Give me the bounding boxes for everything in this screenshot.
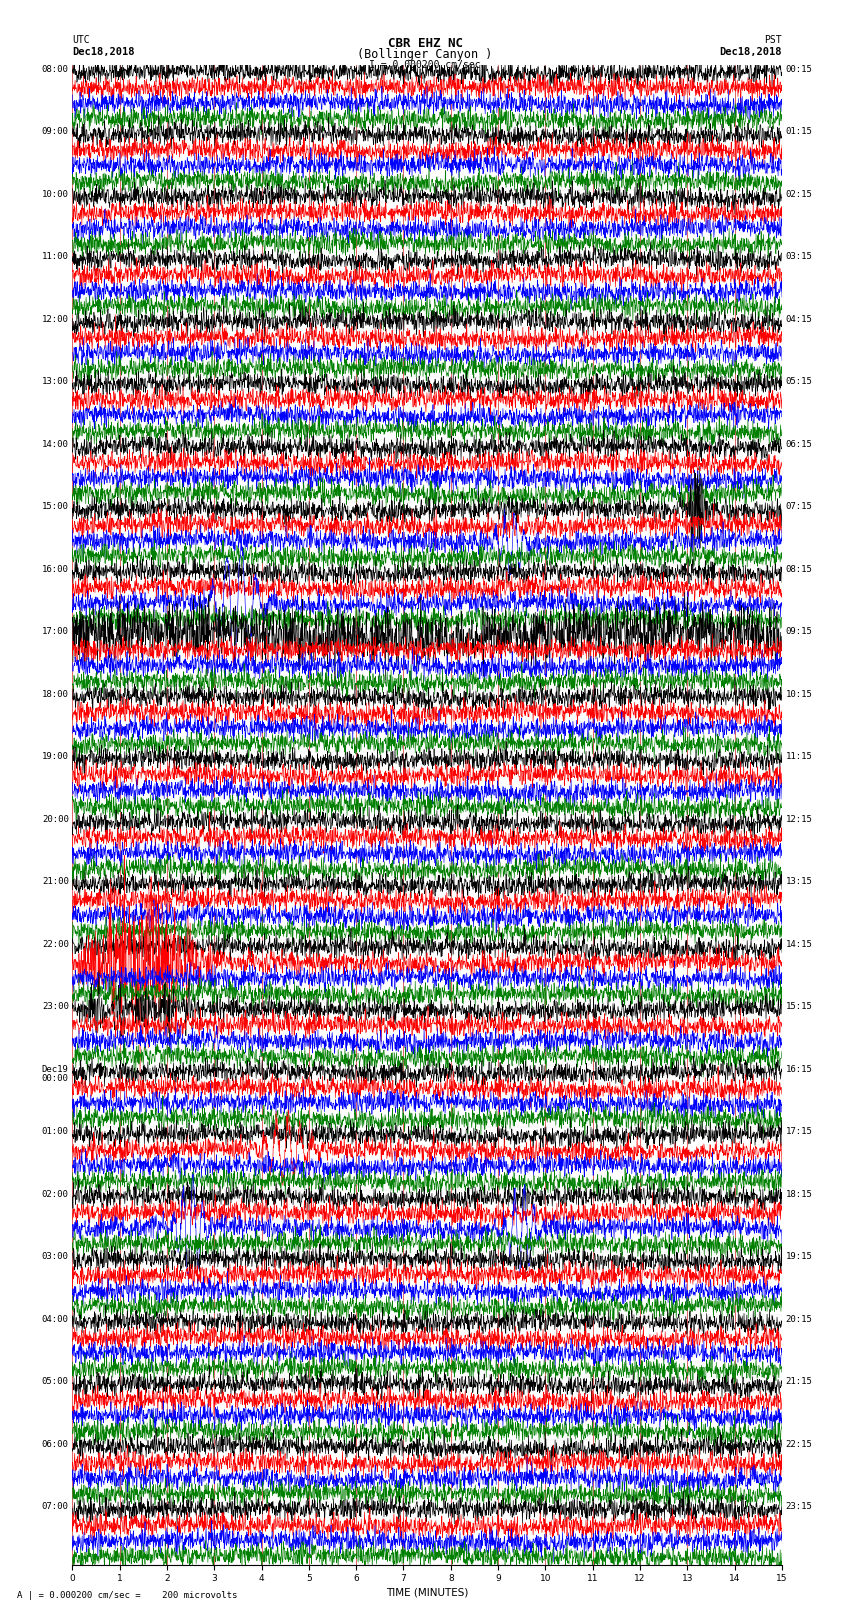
Text: CBR EHZ NC: CBR EHZ NC (388, 37, 462, 50)
Text: 05:00: 05:00 (42, 1378, 69, 1386)
Text: Dec19
00:00: Dec19 00:00 (42, 1065, 69, 1084)
Text: 23:00: 23:00 (42, 1002, 69, 1011)
Text: 11:15: 11:15 (785, 752, 813, 761)
Text: 18:00: 18:00 (42, 690, 69, 698)
Text: 20:00: 20:00 (42, 815, 69, 824)
Text: 16:00: 16:00 (42, 565, 69, 574)
Text: 12:15: 12:15 (785, 815, 813, 824)
Text: 09:00: 09:00 (42, 127, 69, 135)
X-axis label: TIME (MINUTES): TIME (MINUTES) (386, 1587, 468, 1597)
Text: 17:15: 17:15 (785, 1127, 813, 1136)
Text: 07:00: 07:00 (42, 1502, 69, 1511)
Text: 08:15: 08:15 (785, 565, 813, 574)
Text: 09:15: 09:15 (785, 627, 813, 636)
Text: 03:00: 03:00 (42, 1252, 69, 1261)
Text: 10:15: 10:15 (785, 690, 813, 698)
Text: UTC: UTC (72, 35, 90, 45)
Text: 02:15: 02:15 (785, 189, 813, 198)
Text: 15:00: 15:00 (42, 502, 69, 511)
Text: 14:15: 14:15 (785, 939, 813, 948)
Text: 00:15: 00:15 (785, 65, 813, 74)
Text: 12:00: 12:00 (42, 315, 69, 324)
Text: 17:00: 17:00 (42, 627, 69, 636)
Text: 22:00: 22:00 (42, 939, 69, 948)
Text: (Bollinger Canyon ): (Bollinger Canyon ) (357, 48, 493, 61)
Text: 03:15: 03:15 (785, 252, 813, 261)
Text: 18:15: 18:15 (785, 1190, 813, 1198)
Text: 01:00: 01:00 (42, 1127, 69, 1136)
Text: 08:00: 08:00 (42, 65, 69, 74)
Text: 16:15: 16:15 (785, 1065, 813, 1074)
Text: 22:15: 22:15 (785, 1439, 813, 1448)
Text: 13:15: 13:15 (785, 877, 813, 886)
Text: 02:00: 02:00 (42, 1190, 69, 1198)
Text: 10:00: 10:00 (42, 189, 69, 198)
Text: 13:00: 13:00 (42, 377, 69, 386)
Text: 21:15: 21:15 (785, 1378, 813, 1386)
Text: 01:15: 01:15 (785, 127, 813, 135)
Text: 15:15: 15:15 (785, 1002, 813, 1011)
Text: 14:00: 14:00 (42, 440, 69, 448)
Text: Dec18,2018: Dec18,2018 (72, 47, 135, 56)
Text: 04:15: 04:15 (785, 315, 813, 324)
Text: 11:00: 11:00 (42, 252, 69, 261)
Text: 04:00: 04:00 (42, 1315, 69, 1324)
Text: 19:00: 19:00 (42, 752, 69, 761)
Text: 19:15: 19:15 (785, 1252, 813, 1261)
Text: 21:00: 21:00 (42, 877, 69, 886)
Text: 05:15: 05:15 (785, 377, 813, 386)
Text: 20:15: 20:15 (785, 1315, 813, 1324)
Text: 06:15: 06:15 (785, 440, 813, 448)
Text: 07:15: 07:15 (785, 502, 813, 511)
Text: 06:00: 06:00 (42, 1439, 69, 1448)
Text: 23:15: 23:15 (785, 1502, 813, 1511)
Text: A | = 0.000200 cm/sec =    200 microvolts: A | = 0.000200 cm/sec = 200 microvolts (17, 1590, 237, 1600)
Text: I = 0.000200 cm/sec: I = 0.000200 cm/sec (369, 60, 481, 69)
Text: Dec18,2018: Dec18,2018 (719, 47, 782, 56)
Text: PST: PST (764, 35, 782, 45)
